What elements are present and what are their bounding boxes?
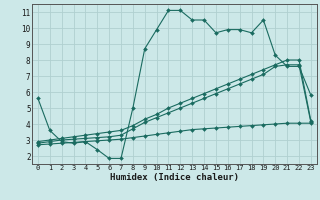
- X-axis label: Humidex (Indice chaleur): Humidex (Indice chaleur): [110, 173, 239, 182]
